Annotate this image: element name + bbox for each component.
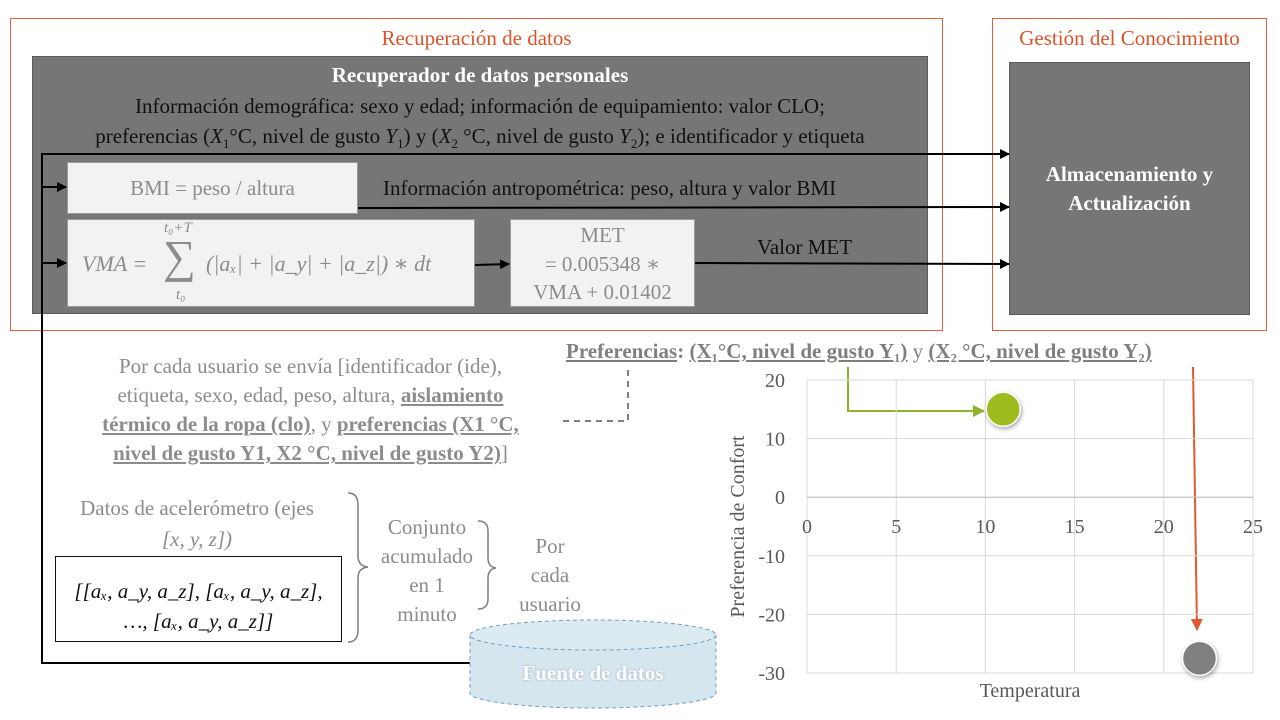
met-box — [510, 219, 695, 307]
almacenamiento-line2: Actualización — [1068, 191, 1191, 215]
y-tick-label: 10 — [765, 429, 785, 451]
brace-acel — [347, 492, 369, 643]
x-tick-label: 20 — [1154, 516, 1174, 538]
comfort-chart: 20 10 0 -10 -20 -30 0 5 10 15 20 25 Temperatura Prefe… — [727, 370, 1263, 702]
x-tick-label: 25 — [1243, 516, 1263, 538]
bmi-box — [67, 162, 358, 214]
feed-line — [41, 149, 1010, 664]
met-line3: VMA + 0.01402 — [533, 280, 672, 304]
met-value-label: Valor MET — [757, 235, 853, 259]
data-point-2 — [1181, 640, 1218, 677]
met-line1: MET — [580, 223, 625, 247]
envio-text: Por cada usuario se envía [identificador… — [102, 354, 519, 465]
vma-rhs: (|aₓ| + |a_y| + |a_z|) ∗ dt — [206, 251, 432, 276]
x-tick-label: 10 — [975, 516, 995, 538]
acel-box-line2: …, [aₓ, a_y, a_z]] — [123, 609, 274, 633]
met-to-store-arrow — [694, 258, 1010, 269]
vma-lhs: VMA = — [82, 251, 148, 276]
vma-to-met-arrow — [474, 259, 510, 270]
y-axis-label: Preferencia de Confort — [727, 435, 749, 618]
bmi-info: Información antropométrica: peso, altura… — [383, 176, 837, 200]
fuente-label: Fuente de datos — [522, 661, 664, 685]
gestion-frame — [992, 18, 1267, 331]
bmi-formula: BMI = peso / altura — [130, 176, 295, 200]
gestion-title: Gestión del Conocimiento — [1019, 26, 1240, 50]
almacenamiento-box — [1009, 62, 1250, 315]
acel-label-1: Datos de acelerómetro (ejes — [80, 496, 314, 520]
y-tick-label: -20 — [758, 604, 785, 626]
vma-sigma: ∑ — [163, 231, 196, 282]
recuperador-title: Recuperador de datos personales — [331, 63, 629, 87]
acel-box-line1: [[aₓ, a_y, a_z], [aₓ, a_y, a_z], — [74, 579, 323, 603]
orange-arrow — [1190, 366, 1203, 631]
acel-box — [55, 556, 342, 642]
x-axis-label: Temperatura — [980, 680, 1081, 702]
preferencias-header: Preferencias: (X₁°C, nivel de gusto Y₁) … — [566, 339, 1152, 363]
data-point-1 — [985, 391, 1021, 428]
y-tick-label: -10 — [758, 546, 785, 568]
green-arrow — [847, 367, 985, 417]
y-tick-label: 20 — [765, 370, 785, 392]
vma-lower: t₀ — [176, 287, 186, 303]
x-tick-label: 15 — [1065, 516, 1085, 538]
bmi-to-store-arrow — [357, 202, 1010, 213]
acel-label-2: [x, y, z]) — [162, 527, 232, 551]
brace-conjunto — [477, 520, 497, 610]
recuperacion-frame — [10, 18, 943, 331]
dashed-connector — [563, 365, 629, 422]
recuperador-line2: preferencias (X1°C, nivel de gusto Y1) y… — [95, 124, 865, 152]
almacenamiento-line1: Almacenamiento y — [1045, 162, 1214, 186]
recuperador-line1: Información demográfica: sexo y edad; in… — [135, 94, 825, 118]
y-tick-label: 0 — [775, 487, 785, 509]
por-cada-text: Por cada usuario — [519, 534, 581, 616]
y-tick-label: -30 — [758, 663, 785, 685]
conjunto-text: Conjunto acumulado en 1 minuto — [380, 515, 474, 626]
x-tick-label: 5 — [891, 516, 901, 538]
vma-box — [67, 219, 475, 307]
met-line2: = 0.005348 ∗ — [544, 252, 661, 276]
x-tick-label: 0 — [802, 516, 812, 538]
recuperacion-title: Recuperación de datos — [381, 26, 572, 50]
vma-upper: t₀+T — [164, 220, 192, 236]
fuente-cylinder — [469, 619, 717, 709]
